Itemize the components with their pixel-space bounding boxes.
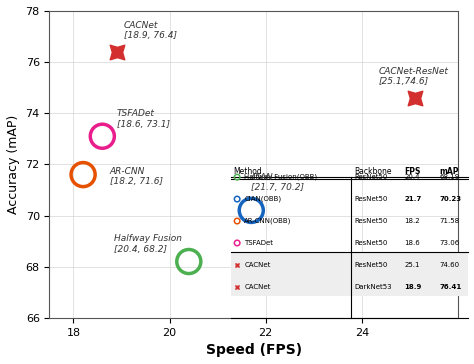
X-axis label: Speed (FPS): Speed (FPS) <box>206 343 302 357</box>
Point <box>247 207 255 213</box>
Text: CACNet-ResNet
[25.1,74.6]: CACNet-ResNet [25.1,74.6] <box>379 67 448 86</box>
Text: AR-CNN
[18.2, 71.6]: AR-CNN [18.2, 71.6] <box>109 167 163 186</box>
Point <box>79 172 87 178</box>
Text: CIAN
[21.7, 70.2]: CIAN [21.7, 70.2] <box>251 173 304 193</box>
Text: TSFADet
[18.6, 73.1]: TSFADet [18.6, 73.1] <box>117 109 170 128</box>
Point <box>113 49 120 55</box>
Point <box>99 133 106 139</box>
Y-axis label: Accuracy (mAP): Accuracy (mAP) <box>7 115 20 214</box>
Text: CACNet
[18.9, 76.4]: CACNet [18.9, 76.4] <box>124 21 177 40</box>
Point <box>411 95 419 101</box>
Text: Halfway Fusion
[20.4, 68.2]: Halfway Fusion [20.4, 68.2] <box>114 234 182 254</box>
Point <box>185 258 192 264</box>
